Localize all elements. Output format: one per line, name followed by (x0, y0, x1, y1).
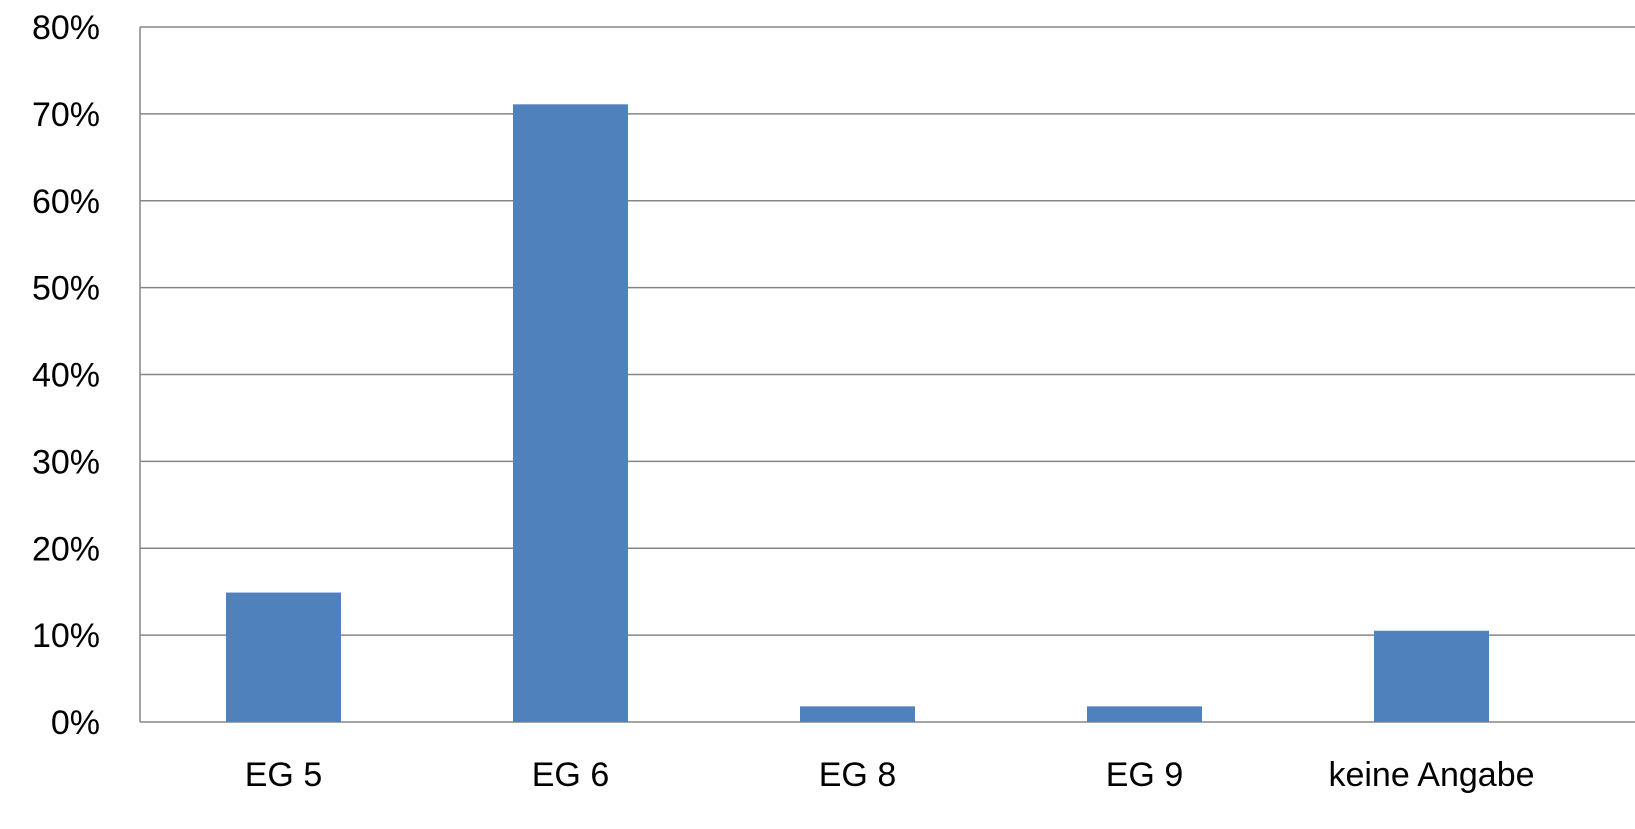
y-tick-label: 60% (32, 183, 100, 221)
y-tick-label: 50% (32, 270, 100, 308)
y-tick-label: 20% (32, 530, 100, 568)
x-tick-label: EG 5 (245, 756, 322, 794)
x-axis-tick-labels: EG 5 EG 6 EG 8 EG 9 keine Angabe (245, 756, 1535, 794)
y-tick-label: 40% (32, 357, 100, 395)
bar-eg-8 (800, 706, 915, 722)
y-tick-label: 80% (32, 9, 100, 47)
bars (226, 104, 1489, 723)
x-tick-label: keine Angabe (1328, 756, 1534, 794)
gridlines (139, 26, 1635, 723)
y-tick-label: 0% (51, 704, 100, 742)
y-tick-label: 70% (32, 96, 100, 134)
y-tick-label: 10% (32, 617, 100, 655)
y-axis-tick-labels: 0% 10% 20% 30% 40% 50% 60% 70% 80% (32, 9, 100, 742)
bar-keine-angabe (1374, 630, 1489, 722)
bar-eg-5 (226, 592, 341, 722)
x-tick-label: EG 8 (819, 756, 896, 794)
y-tick-label: 30% (32, 443, 100, 481)
x-tick-label: EG 6 (532, 756, 609, 794)
bar-eg-6 (513, 104, 628, 723)
x-tick-label: EG 9 (1106, 756, 1183, 794)
bar-eg-9 (1087, 706, 1202, 722)
